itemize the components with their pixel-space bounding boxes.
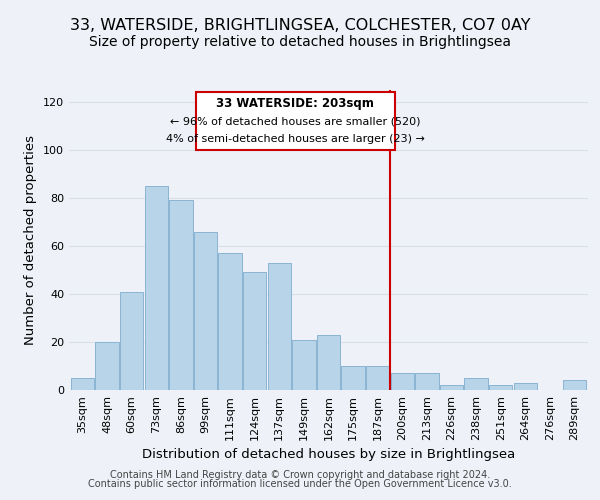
Text: ← 96% of detached houses are smaller (520): ← 96% of detached houses are smaller (52… [170,116,421,126]
FancyBboxPatch shape [196,92,395,150]
Bar [440,385,463,390]
Bar [489,385,512,390]
Bar [243,272,266,390]
Bar [71,378,94,390]
Bar [366,366,389,390]
Bar [268,263,291,390]
Text: 33 WATERSIDE: 203sqm: 33 WATERSIDE: 203sqm [217,96,374,110]
X-axis label: Distribution of detached houses by size in Brightlingsea: Distribution of detached houses by size … [142,448,515,462]
Text: 4% of semi-detached houses are larger (23) →: 4% of semi-detached houses are larger (2… [166,134,425,144]
Bar [391,373,414,390]
Bar [218,253,242,390]
Bar [341,366,365,390]
Bar [95,342,119,390]
Bar [169,200,193,390]
Y-axis label: Number of detached properties: Number of detached properties [25,135,37,345]
Bar [563,380,586,390]
Bar [464,378,488,390]
Bar [194,232,217,390]
Bar [317,335,340,390]
Bar [514,383,537,390]
Bar [145,186,168,390]
Text: Contains HM Land Registry data © Crown copyright and database right 2024.: Contains HM Land Registry data © Crown c… [110,470,490,480]
Bar [415,373,439,390]
Text: 33, WATERSIDE, BRIGHTLINGSEA, COLCHESTER, CO7 0AY: 33, WATERSIDE, BRIGHTLINGSEA, COLCHESTER… [70,18,530,32]
Text: Size of property relative to detached houses in Brightlingsea: Size of property relative to detached ho… [89,35,511,49]
Bar [292,340,316,390]
Text: Contains public sector information licensed under the Open Government Licence v3: Contains public sector information licen… [88,479,512,489]
Bar [120,292,143,390]
